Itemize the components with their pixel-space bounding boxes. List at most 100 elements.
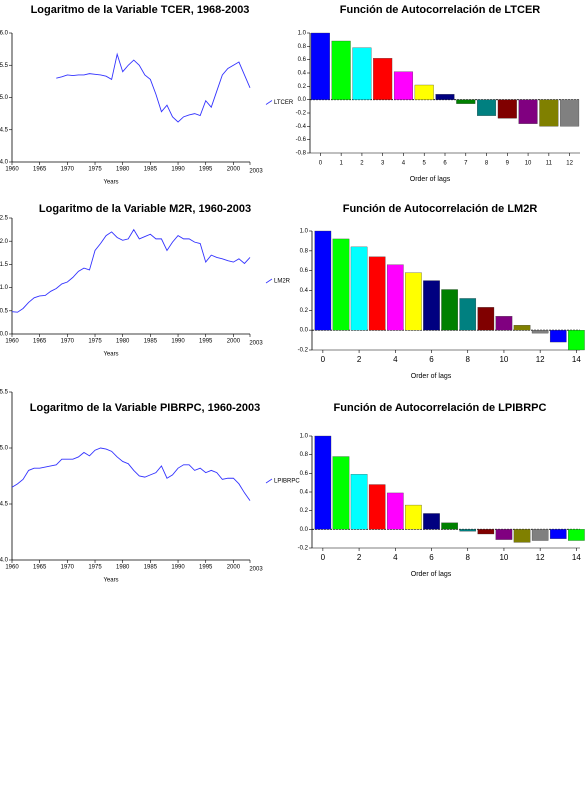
bar xyxy=(441,289,458,331)
y-tick-label: 4.5 xyxy=(0,502,9,508)
x-axis-label: Years xyxy=(103,578,118,584)
bar xyxy=(423,513,440,530)
x-tick-label: 1970 xyxy=(61,565,75,571)
y-tick-label: -0.2 xyxy=(296,111,307,117)
x-tick-label: 4 xyxy=(402,161,406,167)
y-tick-label: -0.8 xyxy=(296,151,307,157)
x-tick-label: 10 xyxy=(525,161,532,167)
x-tick-label: 10 xyxy=(499,355,508,364)
x-tick-label: 1985 xyxy=(144,167,158,173)
y-tick-label: 5.0 xyxy=(0,446,9,452)
x-tick-label: 1980 xyxy=(116,167,130,173)
x-tick-label: 0 xyxy=(321,553,326,562)
y-tick-label: 0.5 xyxy=(0,308,9,314)
chart-title: Logaritmo de la Variable PIBRPC, 1960-20… xyxy=(30,402,260,414)
legend-swatch xyxy=(265,278,273,284)
bar xyxy=(459,298,477,331)
bar xyxy=(477,529,495,535)
y-tick-label: 0.0 xyxy=(300,527,309,533)
x-tick-label: 1965 xyxy=(33,339,47,345)
x-tick-label: 1995 xyxy=(199,167,213,173)
bar xyxy=(568,529,585,541)
x-axis-label: Years xyxy=(103,352,118,358)
bar xyxy=(386,264,404,331)
legend-label: LTCER xyxy=(274,100,294,106)
y-tick-label: 0.2 xyxy=(298,84,307,90)
bar xyxy=(495,529,513,540)
x-tick-label: 2000 xyxy=(227,167,241,173)
bar xyxy=(310,32,330,100)
y-tick-label: 0.6 xyxy=(300,471,309,477)
bar xyxy=(314,230,332,331)
legend-swatch xyxy=(265,100,273,105)
line-series xyxy=(56,52,251,123)
x-tick-label: 1970 xyxy=(61,167,75,173)
x-tick-label: 12 xyxy=(536,355,545,364)
x-axis-label: Order of lags xyxy=(410,176,451,183)
x-tick-label: 2000 xyxy=(227,339,241,345)
y-tick-label: 5.0 xyxy=(0,95,9,101)
y-tick-label: 0.4 xyxy=(300,490,309,496)
x-tick-label: 1985 xyxy=(144,565,158,571)
x-tick-label: 8 xyxy=(466,553,471,562)
x-tick-label: 12 xyxy=(536,553,545,562)
x-tick-label: 1975 xyxy=(88,339,102,345)
bar xyxy=(531,330,549,334)
x-tick-label: 1995 xyxy=(199,565,213,571)
x-tick-label: 1970 xyxy=(61,339,75,345)
y-tick-label: -0.4 xyxy=(296,124,307,130)
x-tick-label: 8 xyxy=(466,355,471,364)
bar xyxy=(456,99,476,104)
x-tick-label: 14 xyxy=(572,355,581,364)
bar xyxy=(477,307,495,331)
bar xyxy=(459,529,477,532)
y-tick-label: 1.5 xyxy=(0,262,9,268)
x-tick-label: 6 xyxy=(429,553,434,562)
x-tick-label: 14 xyxy=(572,553,581,562)
bar xyxy=(332,238,350,331)
bar xyxy=(368,484,386,530)
x-tick-label: 2 xyxy=(360,161,364,167)
x-tick-label: 4 xyxy=(393,355,398,364)
x-tick-label: 1980 xyxy=(116,565,130,571)
bar xyxy=(518,99,538,124)
bar xyxy=(368,256,386,331)
y-tick-label: 2.5 xyxy=(0,216,9,222)
x-tick-label: 10 xyxy=(499,553,508,562)
y-tick-label: 0.6 xyxy=(298,57,307,63)
bar xyxy=(314,435,332,530)
x-tick-label: 2 xyxy=(357,553,362,562)
bar xyxy=(568,330,585,351)
y-tick-label: 5.5 xyxy=(0,390,9,396)
x-tick-label: 9 xyxy=(506,161,510,167)
x-tick-label: 2003 xyxy=(249,567,263,573)
x-axis-label: Order of lags xyxy=(411,373,452,380)
bar xyxy=(539,99,559,127)
y-tick-label: 0.8 xyxy=(300,248,309,254)
x-tick-label: 11 xyxy=(546,161,553,167)
x-tick-label: 1990 xyxy=(171,167,185,173)
chart-title: Función de Autocorrelación de LPIBRPC xyxy=(334,402,547,414)
y-tick-label: 5.5 xyxy=(0,63,9,69)
chart-title: Función de Autocorrelación de LTCER xyxy=(340,4,541,16)
x-tick-label: 1965 xyxy=(33,565,47,571)
bar xyxy=(386,492,404,530)
y-tick-label: 0.2 xyxy=(300,308,309,314)
x-tick-label: 1980 xyxy=(116,339,130,345)
y-tick-label: 6.0 xyxy=(0,31,9,37)
x-tick-label: 1965 xyxy=(33,167,47,173)
bar xyxy=(352,47,372,100)
x-axis-label: Order of lags xyxy=(411,571,452,578)
y-tick-label: 0.8 xyxy=(298,44,307,50)
x-tick-label: 1990 xyxy=(171,339,185,345)
x-tick-label: 1960 xyxy=(5,339,19,345)
bar xyxy=(405,504,422,530)
x-tick-label: 2 xyxy=(357,355,362,364)
bar xyxy=(414,84,434,100)
y-tick-label: 0.2 xyxy=(300,508,309,514)
x-tick-label: 1990 xyxy=(171,565,185,571)
legend-swatch xyxy=(265,478,273,484)
bar xyxy=(560,99,580,127)
legend-label: LPIBRPC xyxy=(274,479,300,485)
y-tick-label: 1.0 xyxy=(298,31,307,37)
